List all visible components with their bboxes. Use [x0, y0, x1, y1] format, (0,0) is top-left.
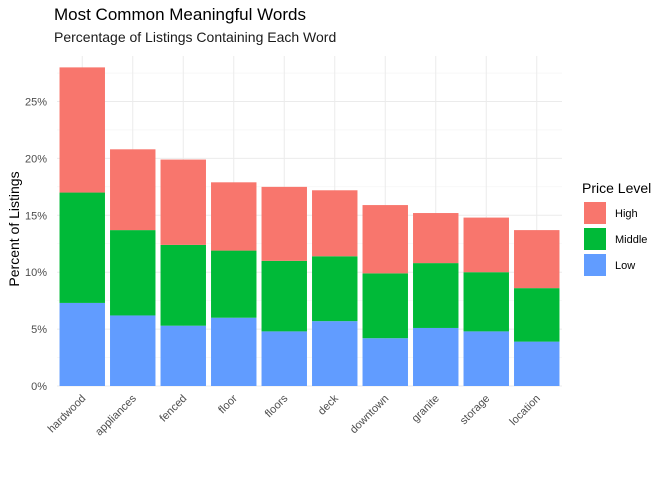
x-tick-label: fenced	[158, 393, 190, 425]
legend-title: Price Level	[582, 180, 651, 196]
bar-low-downtown	[362, 338, 408, 386]
legend-key-middle	[584, 228, 606, 250]
bars	[59, 67, 560, 386]
bar-low-fenced	[160, 325, 206, 386]
legend-label-low: Low	[615, 260, 635, 272]
bar-middle-fenced	[160, 244, 206, 326]
bar-low-floors	[261, 331, 307, 386]
bar-low-appliances	[110, 315, 156, 386]
bar-middle-hardwood	[59, 192, 105, 303]
legend: Price Level High Middle Low	[582, 180, 651, 276]
x-tick-label: location	[508, 393, 543, 428]
y-axis-ticks: 0% 5% 10% 15% 20% 25%	[25, 97, 47, 393]
chart-title: Most Common Meaningful Words	[54, 5, 306, 24]
x-tick-label: granite	[410, 393, 442, 425]
bar-high-floors	[261, 186, 307, 261]
x-tick-label: appliances	[93, 392, 139, 438]
bar-low-location	[514, 341, 560, 386]
legend-key-low	[584, 254, 606, 276]
x-tick-label: hardwood	[46, 393, 89, 436]
x-tick-label: storage	[458, 393, 492, 427]
bar-middle-appliances	[110, 230, 156, 316]
bar-high-fenced	[160, 159, 206, 245]
bar-low-deck	[312, 321, 358, 386]
y-tick-label: 5%	[31, 324, 47, 336]
x-tick-label: downtown	[348, 393, 392, 437]
y-tick-label: 15%	[25, 210, 47, 222]
x-tick-label: floors	[263, 392, 291, 420]
bar-high-granite	[413, 213, 459, 264]
y-axis-title: Percent of Listings	[6, 171, 22, 286]
bar-low-storage	[463, 331, 509, 386]
legend-key-high	[584, 202, 606, 224]
x-axis-ticks: hardwood appliances fenced floor floors deck d…	[46, 392, 543, 438]
bar-middle-storage	[463, 272, 509, 332]
bar-high-deck	[312, 190, 358, 257]
legend-label-middle: Middle	[615, 234, 647, 246]
bar-low-granite	[413, 327, 459, 386]
bar-high-floor	[211, 182, 257, 251]
y-tick-label: 0%	[31, 381, 47, 393]
bar-high-storage	[463, 217, 509, 273]
x-tick-label: floor	[216, 392, 240, 416]
bar-middle-granite	[413, 263, 459, 328]
bar-middle-deck	[312, 256, 358, 322]
legend-label-high: High	[615, 208, 638, 220]
x-tick-label: deck	[316, 392, 341, 417]
y-tick-label: 25%	[25, 97, 47, 109]
y-tick-label: 20%	[25, 153, 47, 165]
bar-middle-location	[514, 288, 560, 342]
bar-high-hardwood	[59, 67, 105, 193]
bar-middle-downtown	[362, 273, 408, 339]
bar-high-location	[514, 230, 560, 289]
bar-high-appliances	[110, 149, 156, 231]
y-tick-label: 10%	[25, 267, 47, 279]
bar-middle-floors	[261, 260, 307, 332]
bar-low-floor	[211, 317, 257, 386]
bar-low-hardwood	[59, 302, 105, 386]
bar-high-downtown	[362, 205, 408, 274]
bar-middle-floor	[211, 250, 257, 318]
chart-subtitle: Percentage of Listings Containing Each W…	[54, 29, 337, 45]
